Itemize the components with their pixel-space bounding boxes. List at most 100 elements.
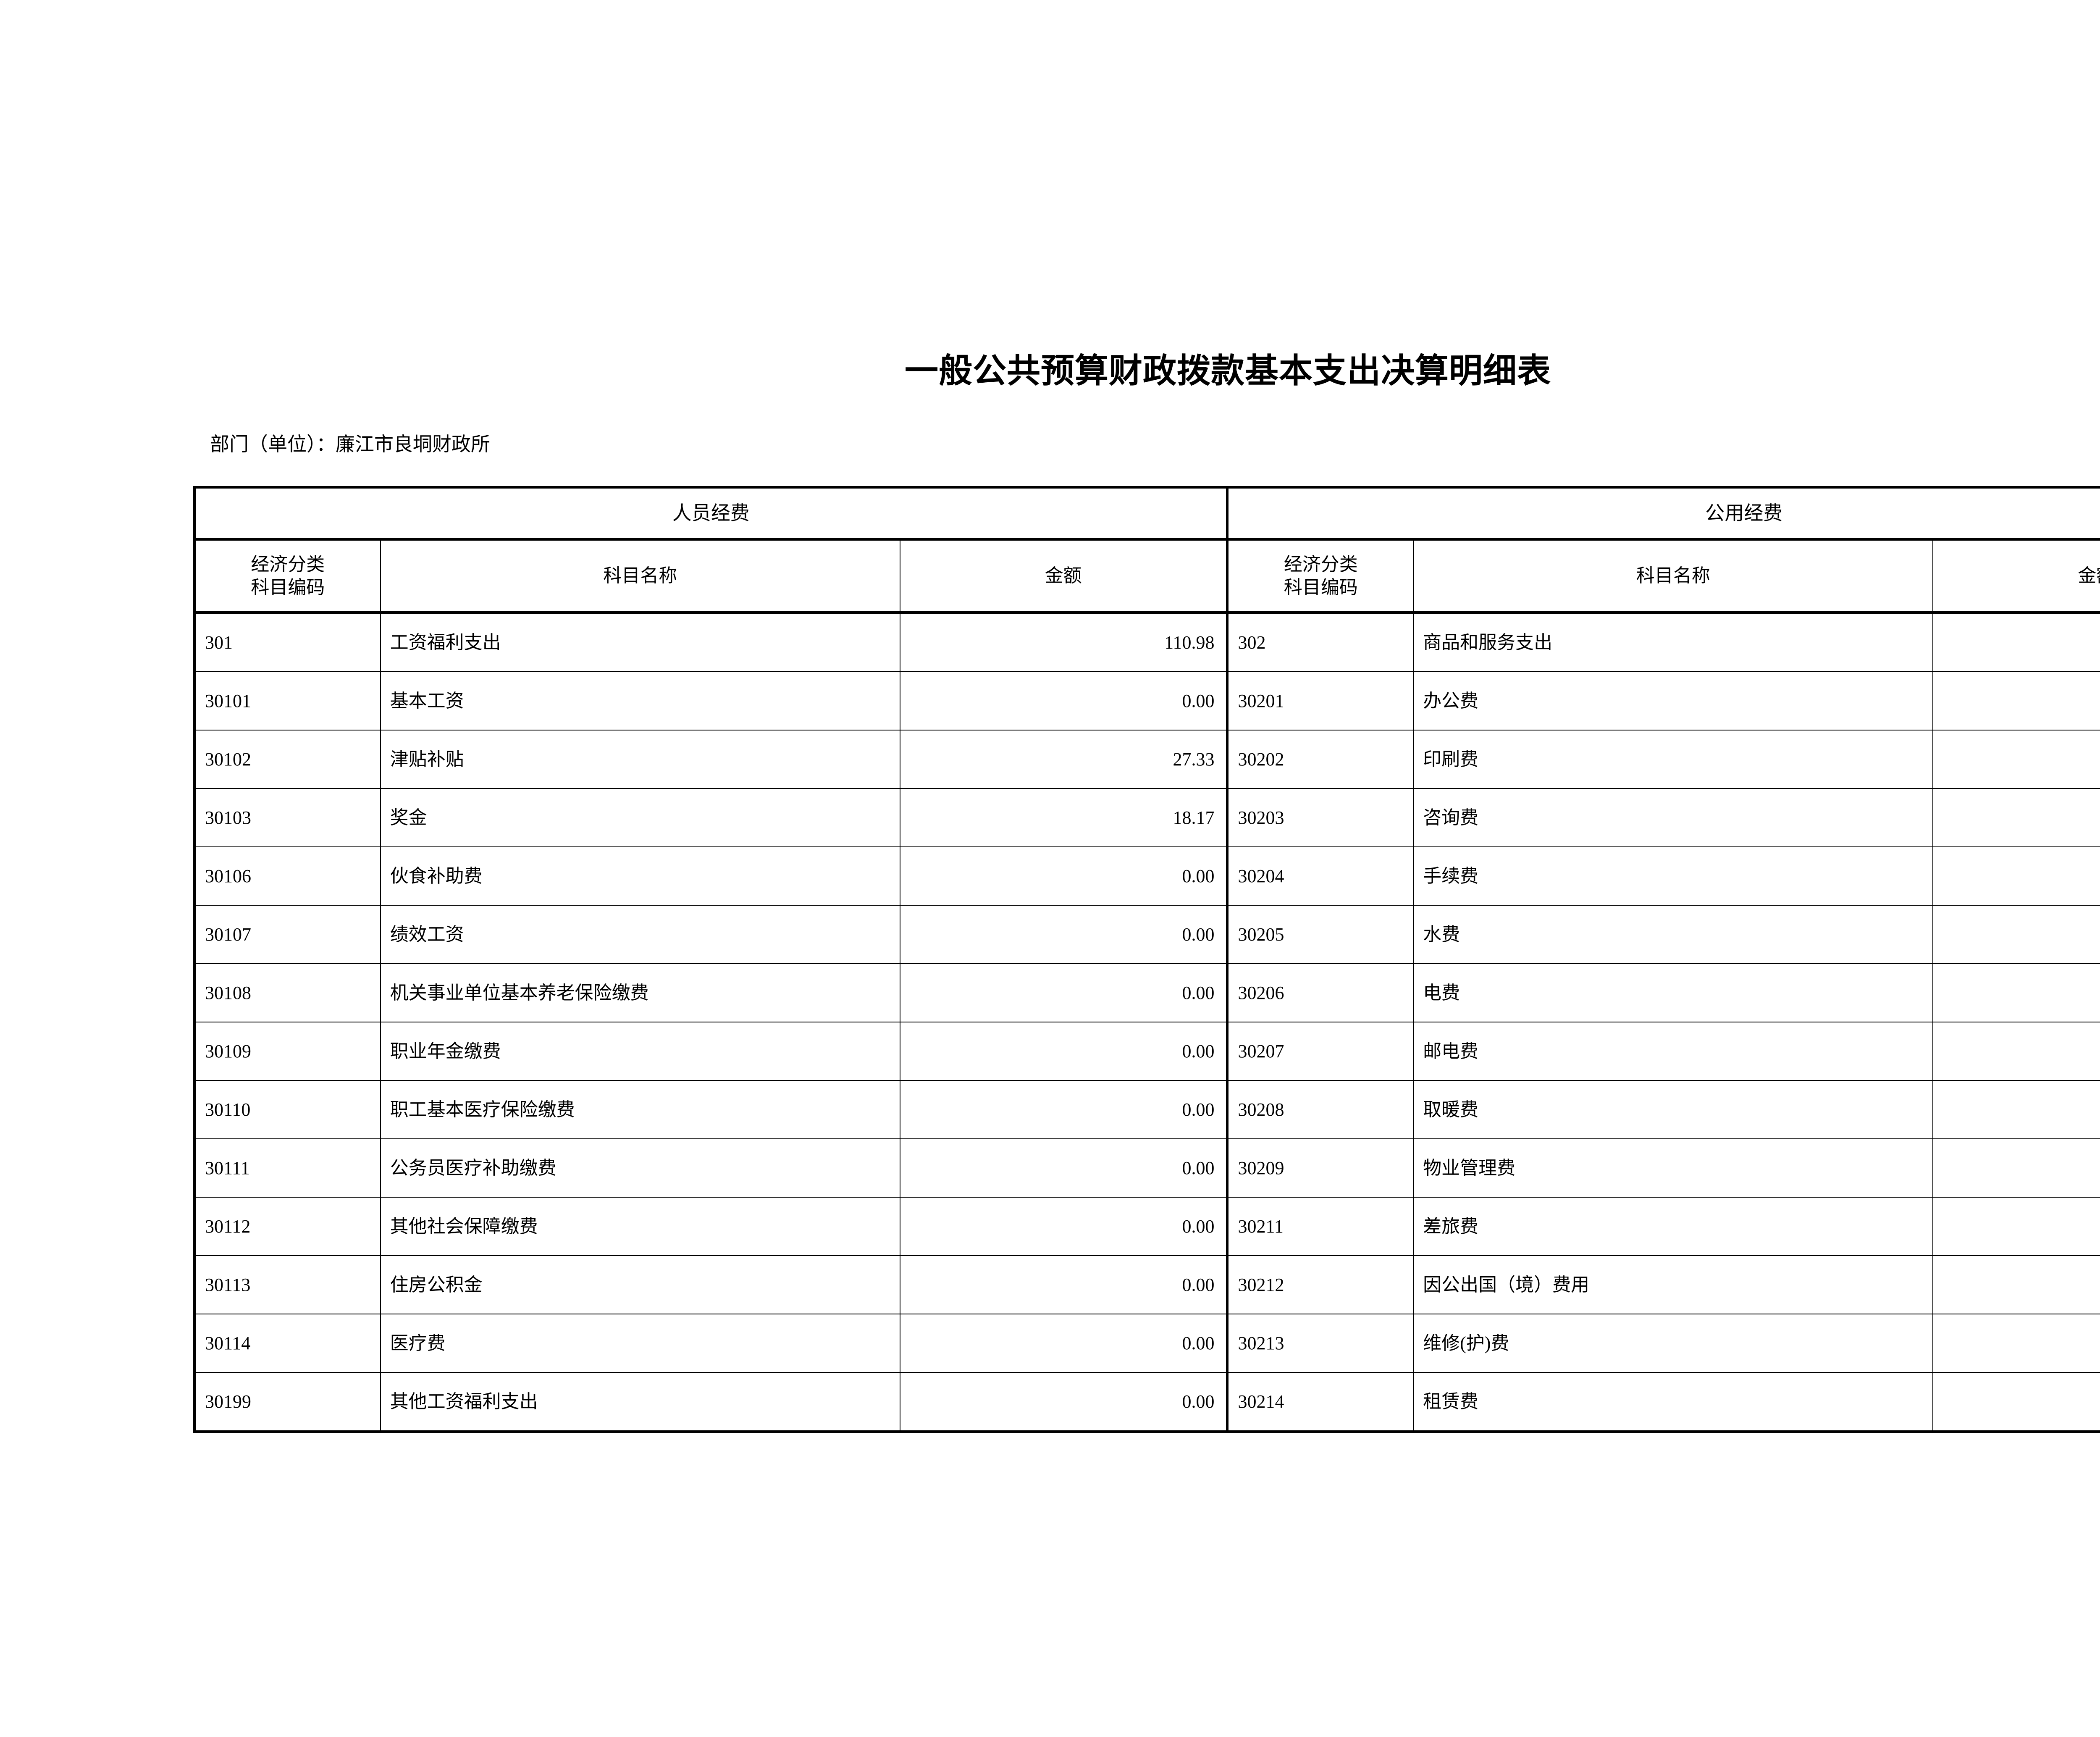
cell-code-public: 30206 (1227, 963, 1414, 1022)
col-header-code-line2-public: 科目编码 (1284, 577, 1358, 598)
document-meta: 部门（单位）：廉江市良垌财政所 单位：万元 (210, 432, 2100, 457)
cell-name-personnel: 奖金 (380, 788, 900, 847)
group-header-public: 公用经费 (1227, 486, 2100, 541)
col-header-code-personnel: 经济分类 科目编码 (193, 539, 381, 614)
department-line: 部门（单位）：廉江市良垌财政所 (210, 434, 490, 455)
cell-amount-personnel: 18.17 (899, 788, 1229, 847)
col-header-code-line1: 经济分类 (251, 554, 325, 575)
cell-code-public: 30211 (1227, 1197, 1414, 1256)
cell-amount-public: 2.53 (1932, 1197, 2100, 1256)
cell-amount-personnel: 0.00 (899, 905, 1229, 964)
cell-code-personnel: 30110 (193, 1080, 381, 1139)
col-header-code-line1-public: 经济分类 (1284, 554, 1358, 575)
cell-amount-personnel: 0.00 (899, 1022, 1229, 1081)
cell-name-public: 租赁费 (1413, 1372, 1934, 1433)
cell-code-public: 30209 (1227, 1138, 1414, 1198)
cell-code-public: 30212 (1227, 1255, 1414, 1314)
cell-code-public: 30213 (1227, 1314, 1414, 1373)
cell-code-public: 30204 (1227, 846, 1414, 906)
cell-code-public: 30203 (1227, 788, 1414, 847)
col-header-amount-public: 金额 (1932, 539, 2100, 614)
cell-name-public: 邮电费 (1413, 1022, 1934, 1081)
cell-code-public: 30201 (1227, 671, 1414, 731)
cell-code-personnel: 30107 (193, 905, 381, 964)
cell-amount-public: 0.00 (1932, 846, 2100, 906)
table-body: 301工资福利支出110.98302商品和服务支出5430101基本工资0.00… (193, 612, 2100, 1433)
cell-amount-personnel: 0.00 (899, 1197, 1229, 1256)
cell-code-personnel: 301 (193, 612, 381, 672)
col-header-amount-personnel: 金额 (899, 539, 1229, 614)
cell-code-personnel: 30199 (193, 1372, 381, 1433)
cell-name-public: 水费 (1413, 905, 1934, 964)
cell-name-public: 办公费 (1413, 671, 1934, 731)
cell-amount-personnel: 0.00 (899, 1080, 1229, 1139)
cell-code-public: 30202 (1227, 730, 1414, 789)
cell-name-personnel: 职工基本医疗保险缴费 (380, 1080, 900, 1139)
budget-table-container: 人员经费 公用经费 经济分类 科目编码 科目名称 金额 经济分类 科目编码 科目… (193, 486, 2100, 1433)
group-header-personnel: 人员经费 (193, 486, 1229, 541)
group-header-row: 人员经费 公用经费 (193, 486, 2100, 541)
cell-amount-public: 0.00 (1932, 1372, 2100, 1433)
cell-name-public: 手续费 (1413, 846, 1934, 906)
cell-amount-public: 37.10 (1932, 671, 2100, 731)
cell-name-public: 印刷费 (1413, 730, 1934, 789)
cell-name-personnel: 住房公积金 (380, 1255, 900, 1314)
table-header: 人员经费 公用经费 经济分类 科目编码 科目名称 金额 经济分类 科目编码 科目… (193, 486, 2100, 614)
cell-amount-personnel: 0.00 (899, 671, 1229, 731)
cell-amount-public: 0.00 (1932, 1255, 2100, 1314)
cell-name-personnel: 津贴补贴 (380, 730, 900, 789)
cell-name-personnel: 公务员医疗补助缴费 (380, 1138, 900, 1198)
cell-amount-public: 0.00 (1932, 1080, 2100, 1139)
cell-code-public: 30205 (1227, 905, 1414, 964)
cell-name-public: 物业管理费 (1413, 1138, 1934, 1198)
cell-code-personnel: 30109 (193, 1022, 381, 1081)
cell-name-personnel: 绩效工资 (380, 905, 900, 964)
col-header-name-personnel: 科目名称 (380, 539, 900, 614)
cell-code-public: 30214 (1227, 1372, 1414, 1433)
cell-amount-public: 0.00 (1932, 905, 2100, 964)
cell-code-public: 30207 (1227, 1022, 1414, 1081)
cell-code-personnel: 30106 (193, 846, 381, 906)
cell-code-personnel: 30111 (193, 1138, 381, 1198)
cell-name-personnel: 其他社会保障缴费 (380, 1197, 900, 1256)
cell-amount-personnel: 0.00 (899, 963, 1229, 1022)
cell-code-personnel: 30114 (193, 1314, 381, 1373)
cell-amount-personnel: 0.00 (899, 1372, 1229, 1433)
cell-code-personnel: 30102 (193, 730, 381, 789)
cell-name-public: 电费 (1413, 963, 1934, 1022)
cell-name-public: 因公出国（境）费用 (1413, 1255, 1934, 1314)
page-title: 一般公共预算财政拨款基本支出决算明细表 (905, 353, 1551, 390)
cell-amount-public: 0.29 (1932, 1022, 2100, 1081)
cell-name-personnel: 其他工资福利支出 (380, 1372, 900, 1433)
col-header-code-public: 经济分类 科目编码 (1227, 539, 1414, 614)
cell-code-personnel: 30101 (193, 671, 381, 731)
cell-code-personnel: 30108 (193, 963, 381, 1022)
cell-code-public: 30208 (1227, 1080, 1414, 1139)
cell-amount-public: 0.00 (1932, 788, 2100, 847)
budget-detail-table: 人员经费 公用经费 经济分类 科目编码 科目名称 金额 经济分类 科目编码 科目… (193, 486, 2100, 1433)
cell-amount-public: 0.00 (1932, 1138, 2100, 1198)
cell-name-personnel: 工资福利支出 (380, 612, 900, 672)
cell-amount-personnel: 0.00 (899, 846, 1229, 906)
cell-name-personnel: 机关事业单位基本养老保险缴费 (380, 963, 900, 1022)
cell-name-personnel: 伙食补助费 (380, 846, 900, 906)
col-header-name-public: 科目名称 (1413, 539, 1934, 614)
cell-code-personnel: 30112 (193, 1197, 381, 1256)
cell-amount-public: 0.00 (1932, 730, 2100, 789)
cell-name-personnel: 医疗费 (380, 1314, 900, 1373)
cell-name-public: 维修(护)费 (1413, 1314, 1934, 1373)
cell-amount-personnel: 0.00 (899, 1255, 1229, 1314)
cell-code-personnel: 30103 (193, 788, 381, 847)
cell-name-public: 咨询费 (1413, 788, 1934, 847)
